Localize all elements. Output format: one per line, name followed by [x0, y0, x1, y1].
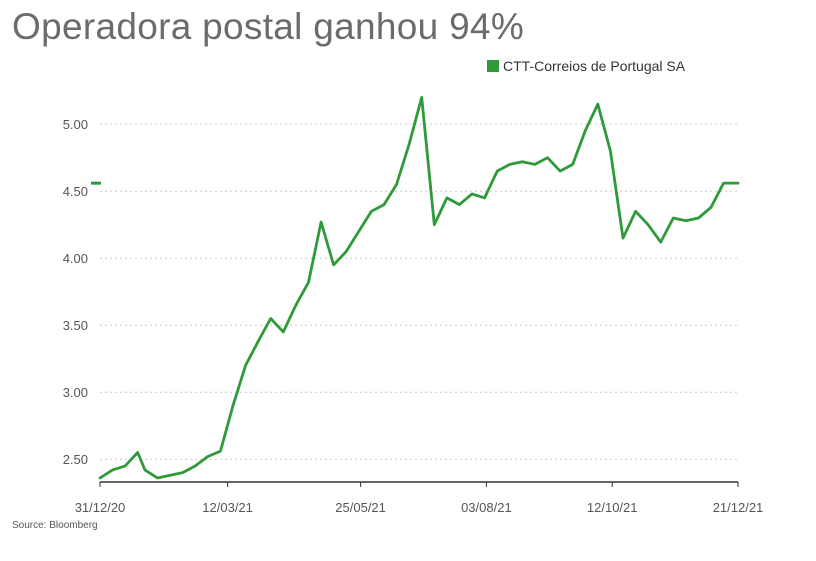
- legend-swatch: [487, 60, 499, 72]
- x-tick-label: 12/10/21: [587, 500, 638, 515]
- y-tick-label: 4.00: [63, 251, 88, 266]
- x-tick-label: 12/03/21: [202, 500, 253, 515]
- chart-legend: CTT-Correios de Portugal SA: [487, 58, 685, 74]
- y-tick-label: 4.50: [63, 184, 88, 199]
- x-tick-label: 31/12/20: [75, 500, 126, 515]
- series-line: [98, 96, 740, 480]
- source-note: Source: Bloomberg: [12, 520, 98, 531]
- x-tick-label: 21/12/21: [713, 500, 764, 515]
- y-tick-label: 2.50: [63, 452, 88, 467]
- y-tick-label: 3.00: [63, 385, 88, 400]
- x-tick-label: 03/08/21: [461, 500, 512, 515]
- y-tick-label: 3.50: [63, 318, 88, 333]
- chart-title: Operadora postal ganhou 94%: [12, 6, 525, 47]
- x-tick-label: 25/05/21: [335, 500, 386, 515]
- y-tick-label: 5.00: [63, 117, 88, 132]
- legend-label: CTT-Correios de Portugal SA: [503, 58, 686, 74]
